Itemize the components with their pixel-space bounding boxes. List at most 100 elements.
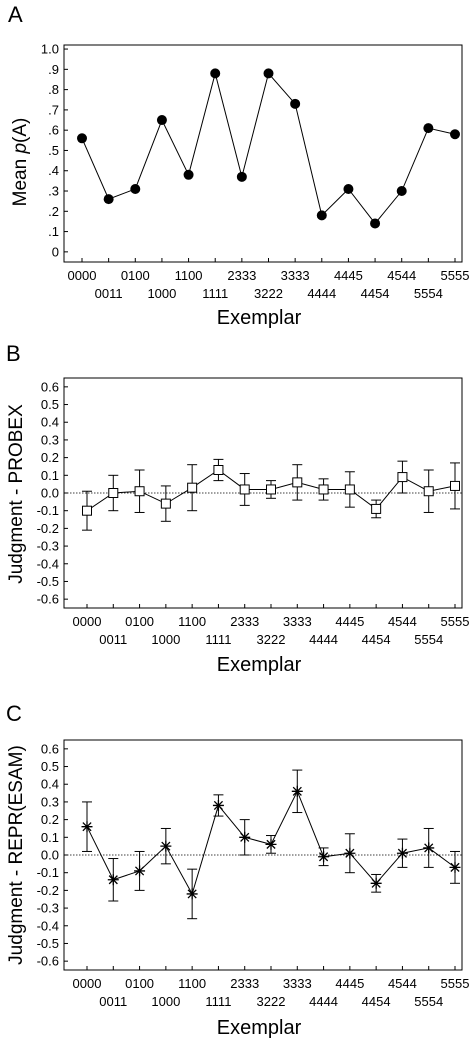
panel-b-y-tick-label: 0.3 <box>41 432 59 447</box>
panel-c-plot-area: 0.6 0.5 0.4 0.3 0.2 0.1 0.0 -0.1 -0.2 -0.3 -0.4 -0.… <box>37 739 469 1009</box>
panel-c-data-point <box>396 847 408 859</box>
panel-a-data-point <box>263 68 274 79</box>
panel-a-data-point <box>103 194 114 205</box>
panel-a-y-tick-label: .9 <box>48 62 59 77</box>
panel-a-y-tick-label: .7 <box>48 102 59 117</box>
panel-b-x-tick-label: 4445 <box>335 614 364 629</box>
panel-b-y-axis-title: Judgment - PROBEX <box>6 404 27 584</box>
panel-c-y-tick-label: -0.4 <box>37 918 59 933</box>
panel-a-data-point <box>343 183 354 194</box>
panel-b-data-point <box>318 484 329 495</box>
panel-c-x-tick-label: 3333 <box>283 976 312 991</box>
panel-b-x-tick-label: 1111 <box>205 632 231 647</box>
panel-a-y-axis-title: Mean p(A) <box>10 118 31 207</box>
panel-b-data-point <box>187 482 198 493</box>
panel-b-x-tick-label: 5554 <box>414 632 443 647</box>
panel-b-y-tick-label: 0.1 <box>41 468 59 483</box>
panel-c-y-tick-label: 0.1 <box>41 830 59 845</box>
panel-c-x-tick-label: 2333 <box>230 976 259 991</box>
panel-c-y-tick-label: 0.3 <box>41 794 59 809</box>
panel-b-x-tick-label: 4444 <box>309 632 338 647</box>
panel-b-data-point <box>239 484 250 495</box>
panel-b-data-point <box>82 505 92 516</box>
panel-c-data-point <box>423 842 435 854</box>
panel-b-x-tick-label: 1100 <box>178 614 206 629</box>
panel-c-y-tick-label: -0.5 <box>37 936 59 951</box>
panel-a-y-tick-label: .1 <box>48 224 59 239</box>
panel-a-x-tick-label: 1100 <box>175 268 203 283</box>
panel-b-x-tick-label: 2333 <box>230 614 259 629</box>
panel-a-x-tick-label: 3333 <box>281 268 310 283</box>
panel-b-plot-area: 0.6 0.5 0.4 0.3 0.2 0.1 0.0 -0.1 -0.2 -0.3 -0.4 -0.… <box>37 377 470 647</box>
panel-a-y-axis-title-part-1: Mean <box>10 154 31 207</box>
panel-c-data-point <box>449 861 461 873</box>
panel-c-y-tick-label: 0.4 <box>41 777 59 792</box>
panel-b-y-tick-label: -0.4 <box>37 556 59 571</box>
panel-c-x-tick-label: 0100 <box>125 976 154 991</box>
panel-a-y-tick-label: .2 <box>48 204 59 219</box>
panel-c-y-tick-label: 0.6 <box>41 741 59 756</box>
panel-a-data-point <box>370 218 381 229</box>
panel-b-y-tick-label: -0.2 <box>37 521 59 536</box>
panel-c-data-point <box>344 847 356 859</box>
panel-a-x-tick-label: 0100 <box>121 268 150 283</box>
panel-b-x-tick-label: 1000 <box>151 632 180 647</box>
panel-c-data-point <box>160 840 172 852</box>
panel-a-x-tick-label: 0000 <box>68 268 97 283</box>
panel-c-x-tick-label: 4445 <box>335 976 364 991</box>
panel-c-y-tick-label: -0.1 <box>37 865 59 880</box>
panel-c-x-tick-label: 0011 <box>99 994 127 1009</box>
panel-b-x-tick-label: 0000 <box>73 614 102 629</box>
panel-a-data-point <box>156 115 167 126</box>
panel-a-x-tick-label: 5555 <box>441 268 470 283</box>
panel-a-series-line <box>81 71 456 225</box>
panel-b-data-point <box>134 486 145 497</box>
panel-b-x-tick-label: 4544 <box>388 614 417 629</box>
panel-b-data-point <box>397 472 408 483</box>
panel-a-data-point <box>396 186 407 197</box>
panel-b-x-tick-label: 0011 <box>99 632 127 647</box>
panel-c-y-tick-label: 0.0 <box>41 848 59 863</box>
panel-a-data-point <box>236 171 247 182</box>
panel-c-x-tick-label: 1100 <box>178 976 206 991</box>
panel-a-plot-frame <box>63 44 463 263</box>
panel-b-x-tick-label: 5555 <box>441 614 470 629</box>
panel-a-y-tick-label: .3 <box>48 184 59 199</box>
panel-a-data-point <box>290 98 301 109</box>
panel-b-y-tick-label: -0.6 <box>37 592 59 607</box>
panel-a-y-tick-label: .6 <box>48 123 59 138</box>
panel-b-x-tick-label: 0100 <box>125 614 154 629</box>
panel-c-data-point <box>134 865 146 877</box>
panel-b-data-point <box>423 486 434 497</box>
panel-a-y-axis-title-part-3: (A) <box>10 118 31 143</box>
panel-c-x-tick-label: 5554 <box>414 994 443 1009</box>
panel-a-x-tick-label: 0011 <box>95 286 123 301</box>
panel-b-data-point <box>292 477 303 488</box>
panel-b-y-tick-label: 0.4 <box>41 415 59 430</box>
panel-b-letter: B <box>6 341 21 366</box>
panel-b-y-tick-label: 0.2 <box>41 450 59 465</box>
panel-a-y-axis-title-part-2: p <box>10 143 31 155</box>
panel-c-y-tick-label: 0.5 <box>41 759 59 774</box>
panel-b-data-point <box>108 488 119 498</box>
panel-b-y-tick-label: -0.5 <box>37 574 59 589</box>
panel-c-data-point <box>212 799 224 811</box>
panel-c-x-tick-label: 1000 <box>151 994 180 1009</box>
panel-a-letter: A <box>8 2 23 27</box>
panel-c-letter: C <box>6 701 22 726</box>
panel-c-data-point <box>107 874 119 886</box>
panel-c-x-tick-label: 4454 <box>362 994 391 1009</box>
panel-c-x-tick-label: 4544 <box>388 976 417 991</box>
panel-c-x-tick-label: 1111 <box>205 994 231 1009</box>
panel-b-data-point <box>344 484 355 495</box>
panel-b-x-axis-title: Exemplar <box>217 654 302 676</box>
panel-a-data-point <box>77 133 87 144</box>
panel-a-x-tick-label: 1111 <box>202 286 228 301</box>
panel-a-y-tick-label: 0 <box>52 244 59 259</box>
panel-a-data-point <box>316 210 327 221</box>
panel-a-y-tick-label: .5 <box>48 143 59 158</box>
panel-a-x-tick-label: 5554 <box>414 286 443 301</box>
panel-a-x-tick-label: 4445 <box>334 268 363 283</box>
panel-b-x-tick-label: 3222 <box>257 632 286 647</box>
